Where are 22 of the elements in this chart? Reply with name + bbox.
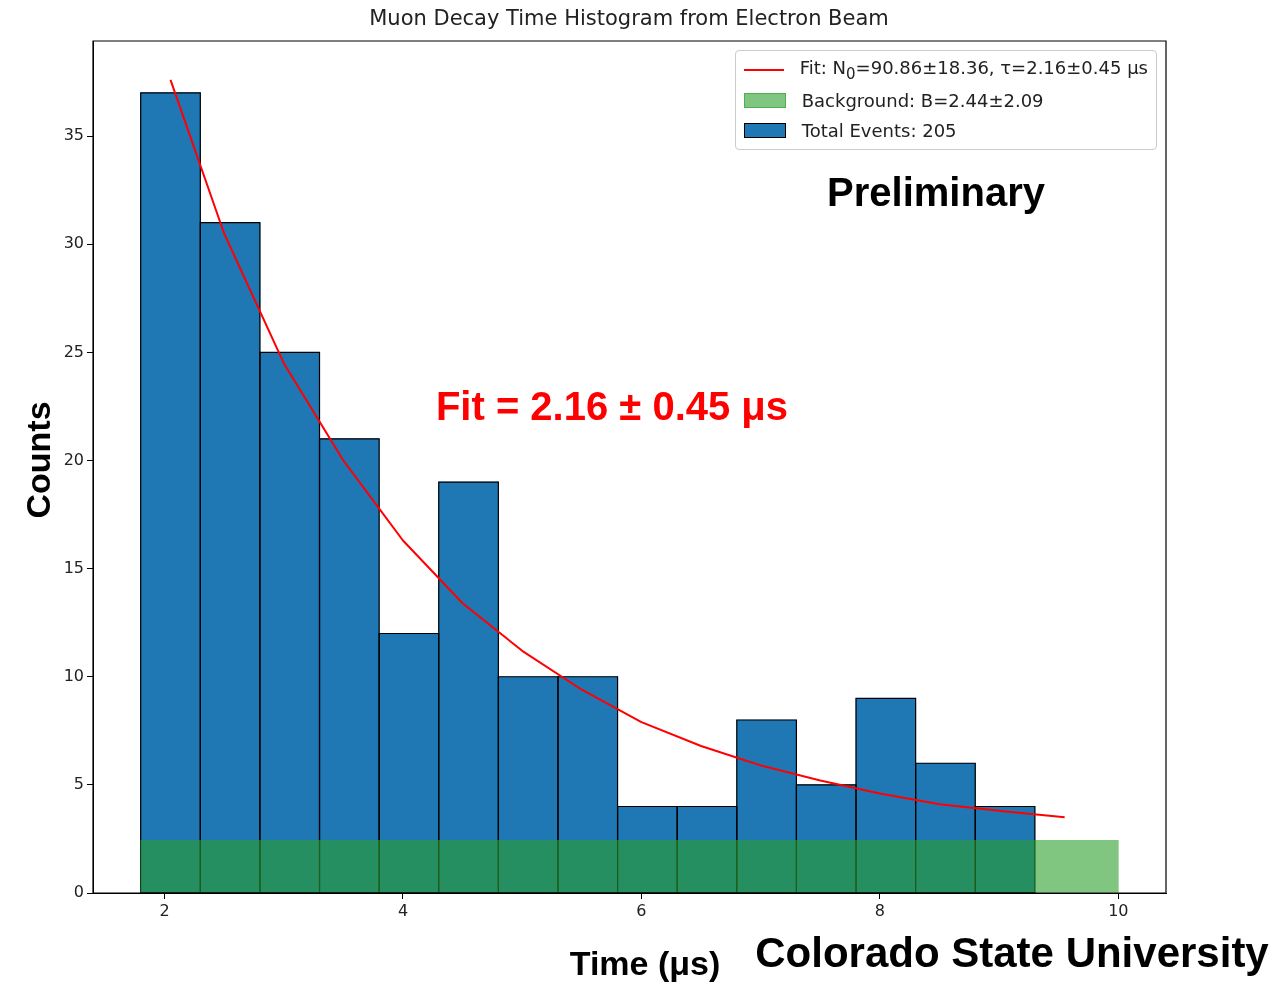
x-tick-label: 10 (1108, 900, 1129, 920)
legend-label: Fit: N$_{0}$=90.86±18.36, τ=2.16±0.45 μs (799, 57, 1148, 83)
y-tick-label: 25 (63, 341, 84, 361)
legend-label: Total Events: 205 (801, 119, 957, 141)
x-tick-label: 6 (636, 900, 647, 920)
y-tick-label: 15 (63, 557, 84, 577)
x-tick-label: 8 (874, 900, 885, 920)
annotation: Fit = 2.16 ± 0.45 μs (435, 383, 789, 429)
y-tick-label: 35 (63, 125, 84, 145)
y-tick-label: 0 (73, 882, 84, 902)
x-tick-label: 2 (159, 900, 170, 920)
y-tick-label: 30 (63, 233, 84, 253)
text: Colorado State University (755, 929, 1269, 977)
annotation: Preliminary (827, 169, 1045, 215)
y-axis-title: Counts (18, 401, 58, 519)
legend-label: Background: B=2.44±2.09 (801, 89, 1044, 111)
x-tick-label: 4 (397, 900, 409, 920)
y-tick-label: 20 (63, 449, 84, 469)
y-tick-label: 5 (73, 774, 84, 794)
y-tick-label: 10 (63, 665, 84, 685)
x-axis-title: Time (μs) (569, 943, 721, 983)
chart-title: Muon Decay Time Histogram from Electron Beam (368, 6, 890, 30)
